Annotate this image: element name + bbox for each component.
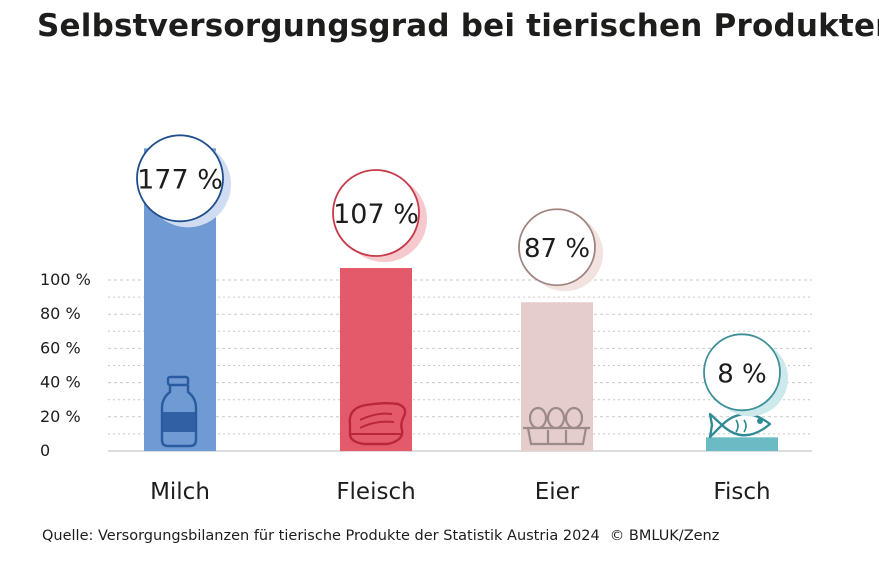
- data-label: 8 %: [717, 359, 767, 389]
- copyright-text: © BMLUK/Zenz: [609, 528, 720, 544]
- bar-icons: [160, 375, 772, 448]
- grid-lines: [108, 279, 812, 452]
- y-tick-label: 20 %: [40, 407, 81, 426]
- steak-icon: [348, 402, 407, 446]
- value-bubble: [518, 208, 596, 287]
- y-tick-label: 60 %: [40, 338, 81, 357]
- x-tick-label: Milch: [150, 479, 210, 505]
- x-tick-label: Fisch: [713, 479, 770, 505]
- data-label: 107 %: [333, 199, 419, 230]
- value-bubble: [332, 169, 420, 257]
- milk-bottle-icon: [160, 375, 198, 448]
- data-label: 87 %: [524, 234, 590, 264]
- y-tick-label: 100 %: [40, 270, 91, 289]
- chart-title: Selbstversorgungsgrad bei tierischen Pro…: [37, 8, 879, 44]
- y-tick-label: 40 %: [40, 373, 81, 392]
- value-bubble: [136, 134, 224, 223]
- y-tick-label: 0: [40, 441, 50, 460]
- y-axis-ticks: 0 20 % 40 % 60 % 80 % 100 %: [40, 270, 91, 460]
- y-tick-label: 80 %: [40, 304, 81, 323]
- bar-fisch: [706, 437, 778, 451]
- value-bubble: [703, 333, 781, 412]
- egg-carton-icon: [523, 406, 590, 446]
- value-bubbles: 177 % 107 % 87 % 8 %: [136, 134, 788, 417]
- x-axis-labels: Milch Fleisch Eier Fisch: [150, 479, 771, 505]
- source-note: Quelle: Versorgungsbilanzen für tierisch…: [42, 528, 729, 544]
- bar-fleisch: [340, 268, 412, 451]
- x-tick-label: Eier: [535, 479, 580, 505]
- data-label: 177 %: [137, 164, 223, 195]
- source-text: Quelle: Versorgungsbilanzen für tierisch…: [42, 528, 600, 544]
- x-tick-label: Fleisch: [336, 479, 415, 505]
- bars: [144, 148, 778, 451]
